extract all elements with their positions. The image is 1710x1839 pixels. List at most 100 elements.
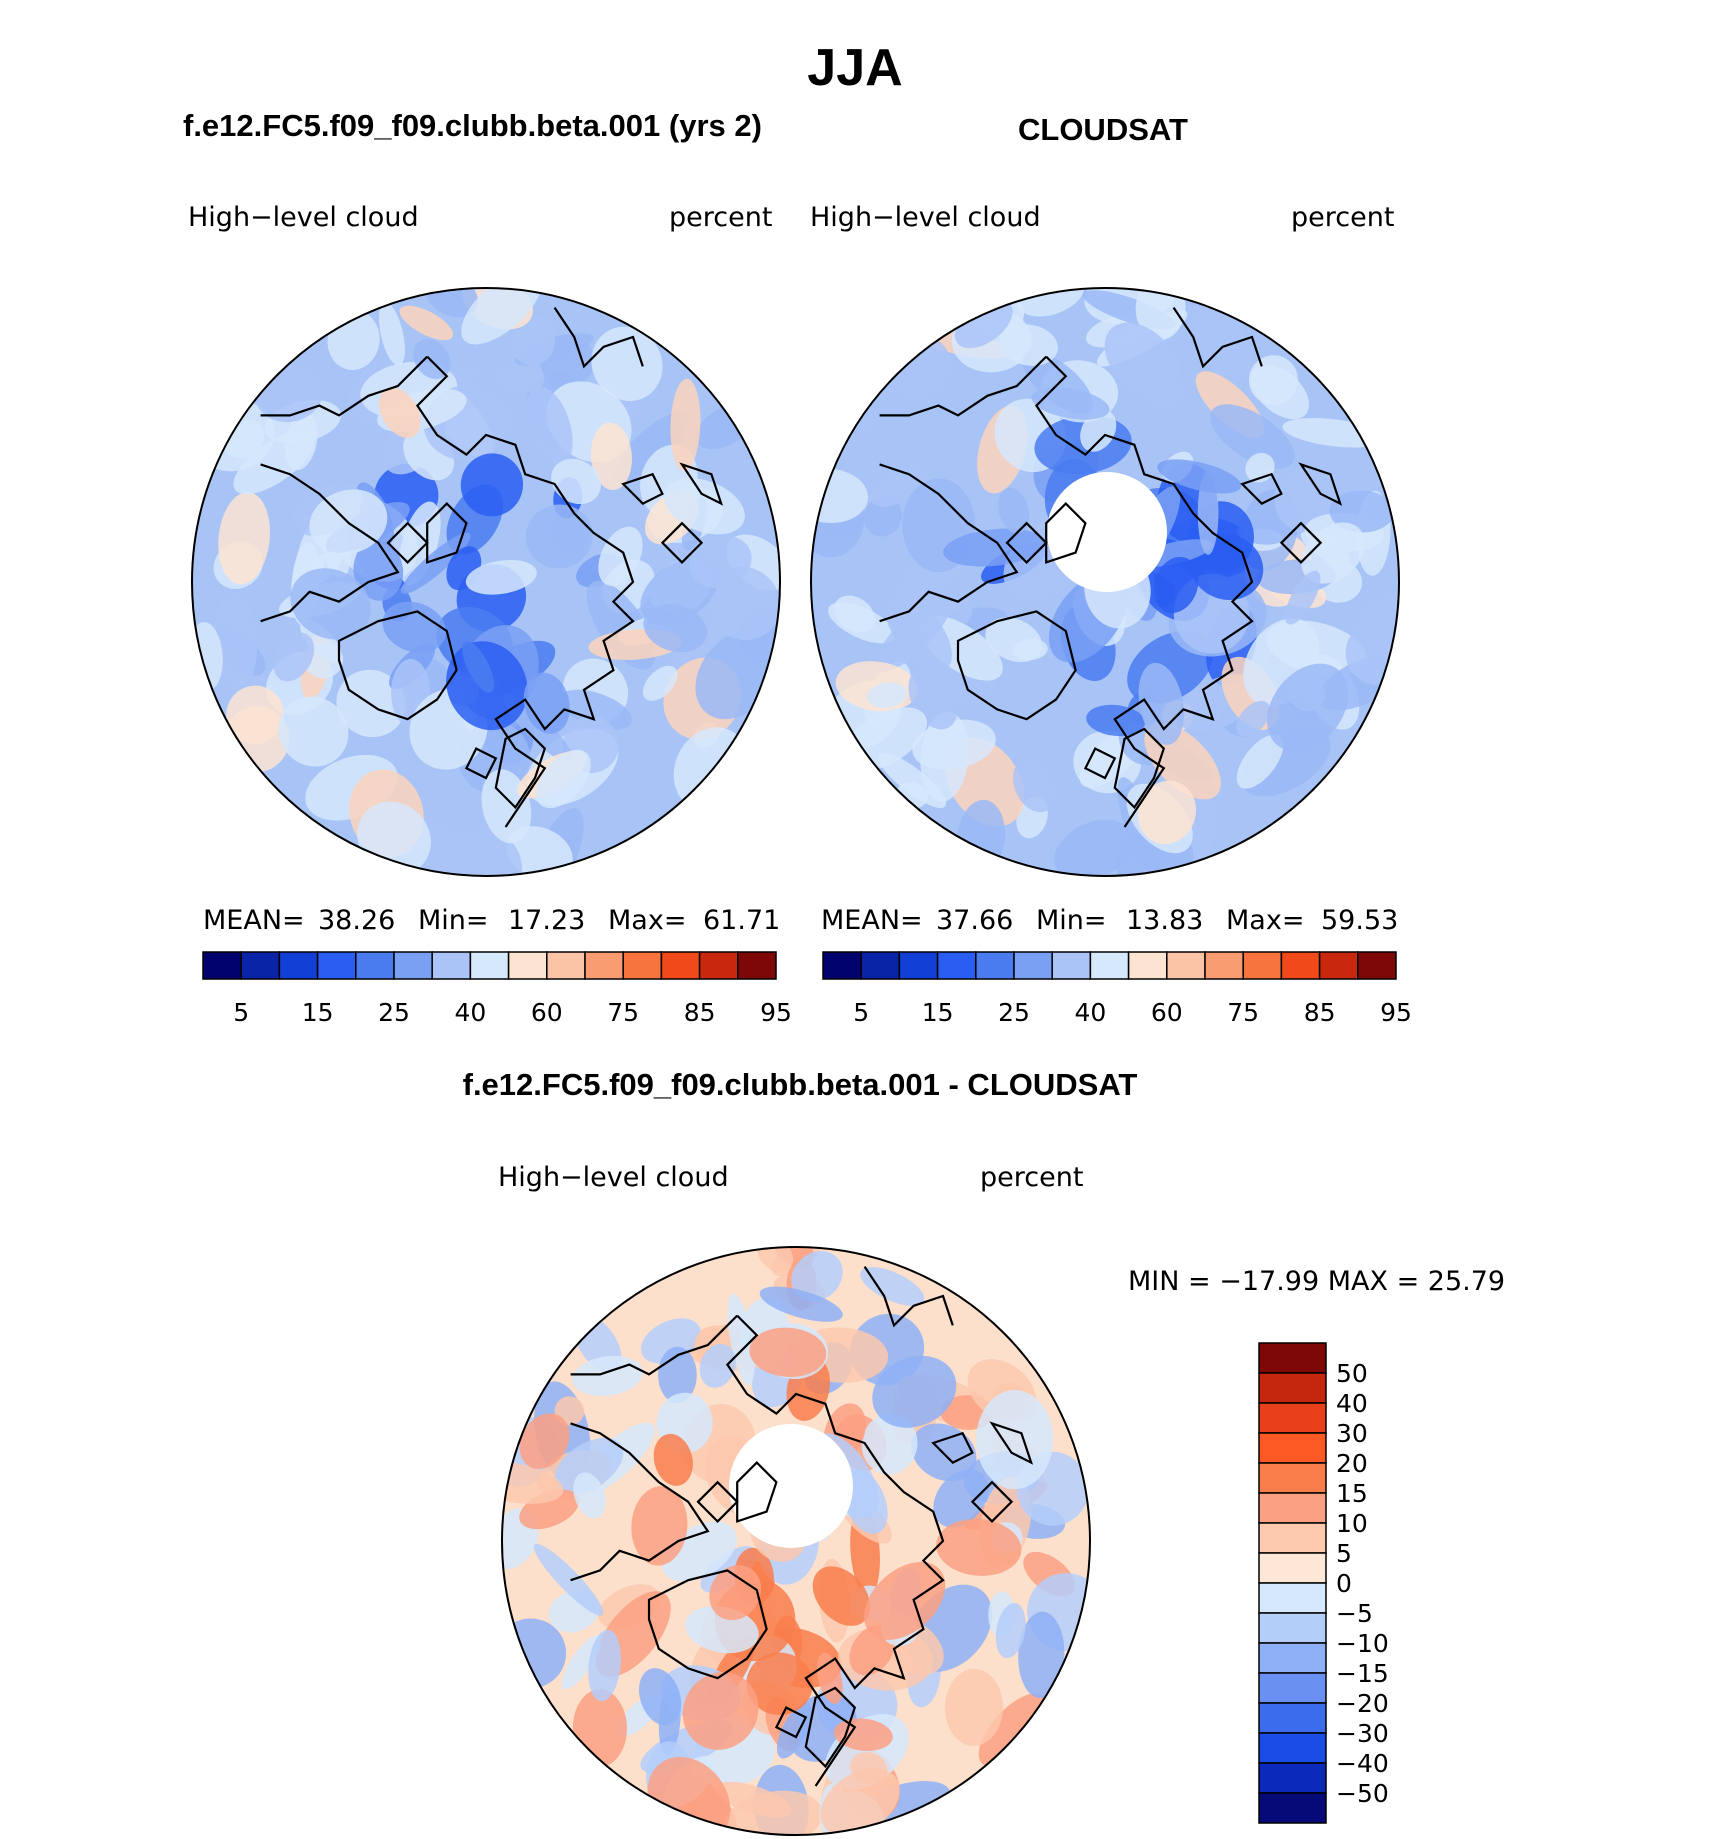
map-contour-3 <box>727 1293 755 1386</box>
obs-min-label: Min= <box>1036 905 1107 936</box>
map-contour-3 <box>533 1543 604 1616</box>
map-contour-1 <box>512 322 556 366</box>
colorbar-3-box <box>1258 1402 1327 1434</box>
coastline-2 <box>1172 306 1263 369</box>
colorbar-2-tick-label: 75 <box>1227 998 1259 1027</box>
coastline-1 <box>260 355 428 417</box>
colorbar-1-box <box>622 951 663 980</box>
colorbar-3-tick-label: −30 <box>1336 1719 1389 1748</box>
map-contour-3 <box>791 1251 843 1302</box>
colorbar-1-box <box>316 951 357 980</box>
map-contour-2 <box>869 464 929 507</box>
map-contour-1 <box>425 288 479 318</box>
map-contour-1 <box>382 601 447 653</box>
map-contour-1 <box>226 685 285 745</box>
colorbar-2-tick-label: 15 <box>922 998 954 1027</box>
map-contour-2 <box>1285 570 1321 625</box>
obs-max-value: 59.53 <box>1321 905 1399 936</box>
diff-units-label: percent <box>980 1162 1084 1193</box>
map-contour-3 <box>978 1693 1048 1767</box>
coastline-3 <box>989 1421 1034 1465</box>
model-min-label: Min= <box>418 905 489 936</box>
map-contour-1 <box>353 540 404 601</box>
colorbar-3-box <box>1258 1432 1327 1464</box>
diff-field-label: High−level cloud <box>498 1162 729 1193</box>
map-contour-1 <box>400 532 471 595</box>
coastline-1 <box>260 463 400 623</box>
coastline-1 <box>415 355 635 828</box>
colorbar-2-box <box>1204 951 1244 980</box>
map-contour-2 <box>1157 459 1242 494</box>
colorbar-3-box <box>1258 1672 1327 1704</box>
colorbar-1-box <box>240 951 281 980</box>
map-contour-2 <box>1210 404 1295 469</box>
colorbar-3-tick-label: −5 <box>1336 1599 1373 1628</box>
main-title: JJA <box>807 39 903 97</box>
obs-mean-value: 37.66 <box>936 905 1014 936</box>
map-contour-2 <box>1153 556 1199 614</box>
colorbar-1-box <box>698 951 739 980</box>
map-contour-3 <box>653 1433 693 1486</box>
colorbar-1-box <box>507 951 548 980</box>
map-contour-2 <box>1236 700 1271 737</box>
colorbar-3-box <box>1258 1492 1327 1524</box>
colorbar-1-box <box>584 951 624 980</box>
colorbar-1-tick-label: 75 <box>607 998 639 1027</box>
obs-max-label: Max= <box>1226 905 1305 936</box>
coastline-2 <box>956 610 1077 721</box>
colorbar-3-tick-label: 20 <box>1336 1449 1368 1478</box>
coastline-2 <box>1298 462 1343 506</box>
colorbar-3-box <box>1258 1702 1327 1734</box>
model-panel-title: f.e12.FC5.f09_f09.clubb.beta.001 (yrs 2) <box>183 108 762 143</box>
map-contour-1 <box>670 378 701 471</box>
coastline-3 <box>696 1480 739 1523</box>
map-contour-3 <box>554 1437 624 1494</box>
colorbar-1-box <box>469 951 510 980</box>
map-contour-2 <box>943 528 1046 567</box>
map-contour-1 <box>525 386 573 466</box>
map-contour-3 <box>746 1652 813 1716</box>
colorbar-3-tick-label: 40 <box>1336 1389 1368 1418</box>
obs-field-label: High−level cloud <box>810 202 1041 233</box>
colorbar-2-tick-label: 95 <box>1380 998 1412 1027</box>
map-contour-1 <box>559 689 632 730</box>
map-contour-3 <box>812 1566 871 1626</box>
colorbar-2-box <box>1089 951 1130 980</box>
colorbar-2-tick-label: 85 <box>1304 998 1336 1027</box>
map-contour-1 <box>523 672 570 734</box>
coastline-3 <box>570 1422 710 1582</box>
map-contour-2 <box>1190 298 1253 383</box>
coastline-3 <box>570 1314 738 1376</box>
map-border-3 <box>501 1246 1091 1836</box>
map-contour-1 <box>551 458 602 505</box>
map-contour-3 <box>502 1461 564 1504</box>
coastline-2 <box>1240 472 1283 505</box>
colorbar-1-box <box>546 951 586 980</box>
map-contour-1 <box>536 749 591 809</box>
colorbar-1-box <box>355 951 395 980</box>
colorbar-1-box <box>393 951 433 980</box>
map-contour-2 <box>1236 734 1284 789</box>
obs-mean-label: MEAN= <box>821 905 923 936</box>
map-contour-2 <box>833 595 875 633</box>
model-mean-value: 38.26 <box>318 905 396 936</box>
coastline-1 <box>553 306 644 369</box>
map-contour-1 <box>489 364 545 394</box>
colorbar-2-box <box>898 951 939 980</box>
colorbar-1-box <box>660 951 701 980</box>
colorbar-2-box <box>1357 951 1397 980</box>
obs-panel-title: CLOUDSAT <box>1018 112 1188 147</box>
map-contour-1 <box>443 826 522 876</box>
map-contour-2 <box>811 468 869 523</box>
map-contour-1 <box>273 632 315 682</box>
colorbar-2-box <box>860 951 901 980</box>
coastline-3 <box>725 1314 945 1787</box>
colorbar-2-box <box>936 951 977 980</box>
colorbar-3-box <box>1258 1732 1327 1764</box>
map-contour-2 <box>1017 288 1085 317</box>
colorbar-2-tick-label: 5 <box>853 998 869 1027</box>
coastline-3 <box>736 1461 778 1523</box>
model-field-label: High−level cloud <box>188 202 419 233</box>
colorbar-2-box <box>1013 951 1053 980</box>
map-field-2 <box>811 288 1399 876</box>
